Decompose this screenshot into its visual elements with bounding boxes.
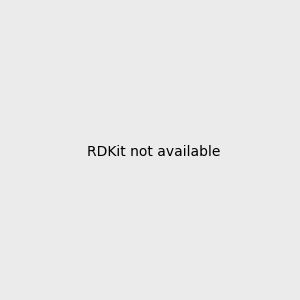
Text: RDKit not available: RDKit not available — [87, 145, 220, 158]
